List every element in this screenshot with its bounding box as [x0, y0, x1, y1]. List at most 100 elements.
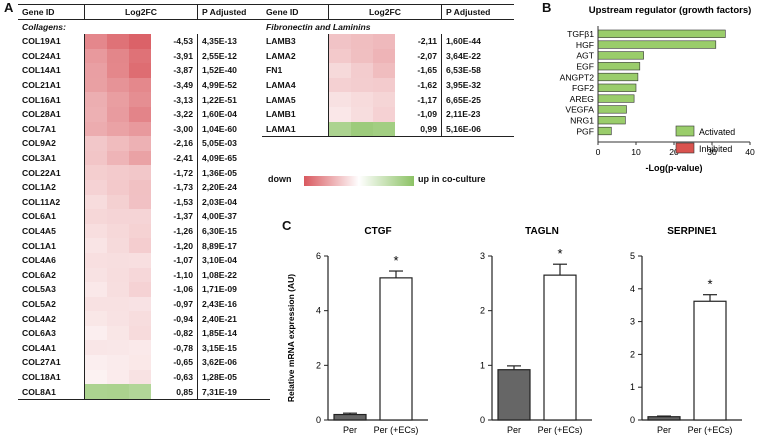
- legend-label: Activated: [699, 127, 735, 137]
- table-row: COL27A1 -0,65 3,62E-06: [18, 355, 270, 370]
- heatmap-cell: [129, 150, 151, 166]
- gene-id-cell: COL16A1: [22, 94, 61, 105]
- gene-id-cell: LAMA1: [262, 121, 329, 138]
- log2fc-cell: -3,49: [173, 80, 193, 91]
- p-adjusted-cell: 4,35E-13: [197, 34, 270, 49]
- y-tick-label: 6: [316, 251, 321, 261]
- heatmap-cell: [373, 106, 395, 122]
- heatmap-cell: [107, 369, 129, 385]
- table-row: COL24A1 -3,91 2,55E-12: [18, 48, 270, 64]
- gene-id-cell: COL6A1: [22, 211, 56, 222]
- heatmap-cell: [129, 340, 151, 356]
- heatmap-cell: [107, 194, 129, 210]
- heatmap-cell: [107, 121, 129, 137]
- p-adjusted-cell: 1,52E-40: [197, 63, 270, 78]
- x-tick-label: 40: [745, 147, 755, 157]
- bar-0: [647, 416, 681, 421]
- heatmap-cell: [84, 34, 107, 49]
- y-tick-label: 0: [316, 415, 321, 425]
- heatmap-cell: [373, 48, 395, 64]
- heatmap-cell: [107, 209, 129, 224]
- heatmap-cell: [129, 252, 151, 268]
- p-adjusted-cell: 3,62E-06: [197, 355, 270, 370]
- p-adjusted-cell: 4,09E-65: [197, 150, 270, 166]
- y-tick-label: 4: [630, 284, 635, 294]
- heatmap-cell: [107, 355, 129, 370]
- bar-0: [333, 413, 367, 421]
- gene-id-cell: COL1A1: [22, 240, 56, 251]
- heatmap-cell: [84, 194, 107, 210]
- log2fc-cell: -0,65: [173, 357, 193, 368]
- heatmap-cell: [129, 238, 151, 253]
- p-adjusted-cell: 5,05E-03: [197, 136, 270, 151]
- gene-id-cell: COL4A2: [22, 313, 56, 324]
- table-row: COL4A6 -1,07 3,10E-04: [18, 252, 270, 268]
- heatmap-cell: [328, 34, 351, 49]
- heatmap-cell: [351, 77, 373, 93]
- heatmap-color-scale: [304, 176, 414, 186]
- p-adjusted-cell: 1,08E-22: [197, 267, 270, 283]
- heatmap-cell: [129, 136, 151, 151]
- heatmap-cell: [373, 121, 395, 138]
- heatmap-cell: [107, 136, 129, 151]
- heatmap-cell: [351, 48, 373, 64]
- heatmap-cell: [107, 165, 129, 180]
- heatmap-cell: [328, 92, 351, 107]
- heatmap-cell: [129, 63, 151, 78]
- legend-up-label: up in co-culture: [418, 174, 486, 184]
- heatmap-cell: [129, 369, 151, 385]
- y-tick-label: 0: [480, 415, 485, 425]
- table-row: LAMA2 -2,07 3,64E-22: [262, 48, 514, 64]
- log2fc-header: Log2FC: [328, 4, 442, 20]
- log2fc-cell: -3,87: [173, 65, 193, 76]
- fibronectin-section-label: Fibronectin and Laminins: [266, 22, 371, 32]
- category-label: TGFβ1: [567, 29, 594, 39]
- gene-id-cell: COL18A1: [22, 371, 61, 382]
- category-label: Per: [343, 425, 357, 435]
- p-adjusted-cell: 2,11E-23: [441, 106, 514, 122]
- heatmap-cell: [107, 267, 129, 283]
- p-adjusted-cell: 3,15E-15: [197, 340, 270, 356]
- y-tick-label: 0: [630, 415, 635, 425]
- category-label: AREG: [570, 94, 595, 104]
- panel-a-letter: A: [4, 0, 14, 15]
- heatmap-cell: [84, 223, 107, 239]
- gene-id-header: Gene ID: [262, 4, 329, 20]
- bar-1: [543, 274, 577, 421]
- heatmap-cell: [107, 311, 129, 326]
- log2fc-cell: -3,91: [173, 50, 193, 61]
- bar-0: [597, 29, 726, 38]
- heatmap-cell: [84, 63, 107, 78]
- p-adjusted-cell: 7,31E-19: [197, 384, 270, 400]
- heatmap-cell: [107, 384, 129, 400]
- log2fc-cell: -1,37: [173, 211, 193, 222]
- heatmap-cell: [129, 311, 151, 326]
- heatmap-cell: [84, 252, 107, 268]
- p-adjusted-cell: 1,85E-14: [197, 325, 270, 341]
- bar-1: [693, 300, 727, 421]
- p-adjusted-cell: 2,55E-12: [197, 48, 270, 64]
- y-tick-label: 1: [630, 382, 635, 392]
- gene-id-cell: COL8A1: [18, 384, 85, 400]
- heatmap-cell: [107, 325, 129, 341]
- heatmap-cell: [351, 63, 373, 78]
- log2fc-cell: -3,13: [173, 94, 193, 105]
- x-tick-label: 30: [707, 147, 717, 157]
- bar-1: [379, 277, 413, 421]
- heatmap-cell: [84, 165, 107, 180]
- heatmap-cell: [107, 223, 129, 239]
- heatmap-cell: [129, 194, 151, 210]
- table-row: COL4A2 -0,94 2,40E-21: [18, 311, 270, 326]
- significance-star: *: [707, 277, 712, 292]
- heatmap-cell: [129, 282, 151, 297]
- heatmap-cell: [107, 282, 129, 297]
- log2fc-cell: -1,26: [173, 226, 193, 237]
- table-row: COL18A1 -0,63 1,28E-05: [18, 369, 270, 385]
- gene-id-cell: LAMA5: [266, 94, 296, 105]
- heatmap-cell: [107, 92, 129, 107]
- heatmap-cell: [84, 384, 107, 400]
- table-row: COL4A1 -0,78 3,15E-15: [18, 340, 270, 356]
- heatmap-cell: [129, 296, 151, 312]
- gene-id-cell: COL6A2: [22, 269, 56, 280]
- table-row: COL5A3 -1,06 1,71E-09: [18, 282, 270, 297]
